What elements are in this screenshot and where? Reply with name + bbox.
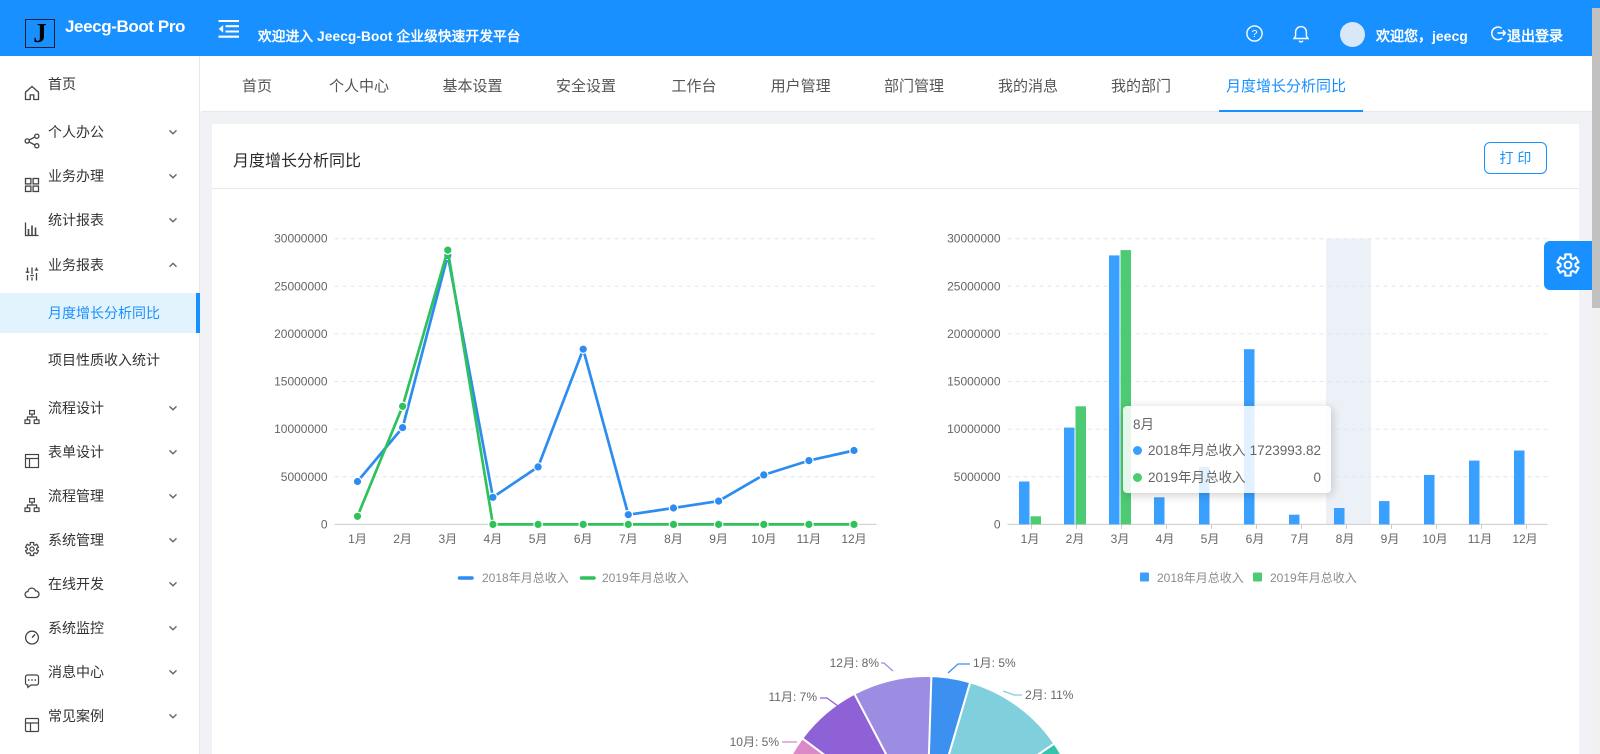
svg-text:30000000: 30000000 — [947, 232, 1001, 246]
svg-text:20000000: 20000000 — [947, 327, 1001, 341]
svg-text:10月: 10月 — [751, 532, 776, 546]
svg-text:4月: 4月 — [1156, 532, 1175, 546]
svg-text:2018年月总收入: 2018年月总收入 — [482, 571, 569, 585]
svg-text:2018年月总收入: 2018年月总收入 — [1157, 571, 1244, 585]
svg-text:8月: 8月 — [1336, 532, 1355, 546]
svg-text:10月: 5%: 10月: 5% — [730, 735, 780, 749]
svg-text:25000000: 25000000 — [274, 279, 328, 293]
svg-text:7月: 7月 — [619, 532, 638, 546]
svg-text:9月: 9月 — [709, 532, 728, 546]
svg-text:0: 0 — [321, 517, 328, 531]
svg-text:3月: 3月 — [438, 532, 457, 546]
svg-text:2月: 11%: 2月: 11% — [1025, 688, 1074, 702]
svg-text:5000000: 5000000 — [954, 470, 1001, 484]
svg-text:?: ? — [1252, 28, 1258, 40]
svg-text:9月: 9月 — [1381, 532, 1400, 546]
svg-text:2019年月总收入: 2019年月总收入 — [602, 571, 689, 585]
svg-text:0: 0 — [994, 517, 1001, 531]
svg-text:11月: 7%: 11月: 7% — [769, 690, 818, 704]
svg-text:25000000: 25000000 — [947, 279, 1001, 293]
svg-text:6月: 6月 — [1246, 532, 1265, 546]
svg-text:1月: 5%: 1月: 5% — [973, 656, 1016, 670]
svg-text:5月: 5月 — [1201, 532, 1220, 546]
svg-text:8月: 8月 — [664, 532, 683, 546]
svg-text:10000000: 10000000 — [947, 422, 1001, 436]
svg-text:2019年月总收入: 2019年月总收入 — [1270, 571, 1357, 585]
svg-text:1月: 1月 — [348, 532, 367, 546]
svg-text:15000000: 15000000 — [947, 375, 1001, 389]
svg-text:7月: 7月 — [1291, 532, 1310, 546]
svg-text:5000000: 5000000 — [281, 470, 328, 484]
svg-text:1月: 1月 — [1021, 532, 1040, 546]
svg-text:2月: 2月 — [1066, 532, 1085, 546]
svg-text:12月: 8%: 12月: 8% — [830, 656, 880, 670]
svg-text:3月: 3月 — [1111, 532, 1130, 546]
svg-text:10000000: 10000000 — [274, 422, 328, 436]
svg-text:5月: 5月 — [529, 532, 548, 546]
svg-text:11月: 11月 — [1468, 532, 1492, 546]
svg-text:4月: 4月 — [484, 532, 503, 546]
svg-text:20000000: 20000000 — [274, 327, 328, 341]
svg-text:30000000: 30000000 — [274, 232, 328, 246]
svg-text:6月: 6月 — [574, 532, 593, 546]
svg-text:15000000: 15000000 — [274, 375, 328, 389]
svg-text:10月: 10月 — [1422, 532, 1447, 546]
svg-text:11月: 11月 — [797, 532, 821, 546]
svg-text:12月: 12月 — [841, 532, 866, 546]
svg-text:12月: 12月 — [1512, 532, 1537, 546]
svg-text:2月: 2月 — [393, 532, 412, 546]
